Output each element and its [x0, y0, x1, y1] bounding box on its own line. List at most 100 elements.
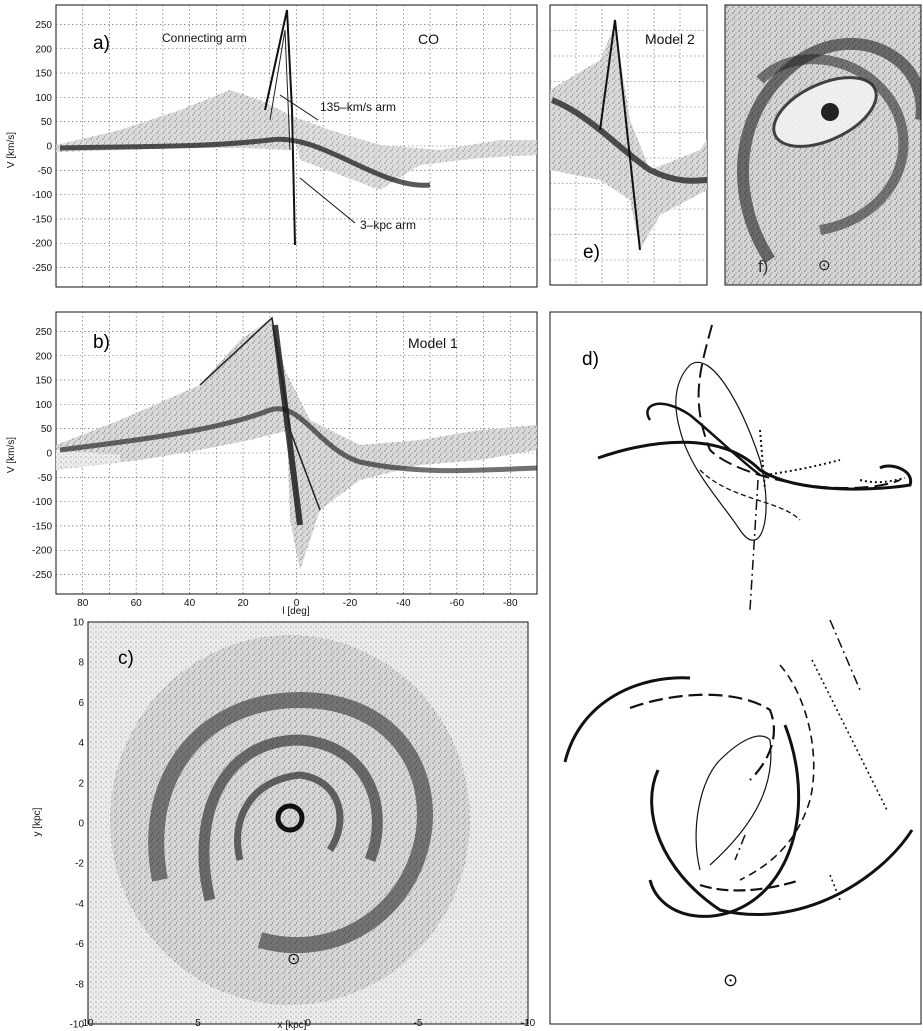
panel-c-arm-inner — [234, 771, 344, 861]
panel-e-letter: e) — [583, 242, 600, 263]
panel-b-x-tick-label: 0 — [294, 598, 300, 609]
panel-c-xticks: 10 5 0 -5 -10 — [82, 1018, 535, 1029]
panel-c-letter: c) — [118, 648, 134, 669]
panel-b-xlabel: l [deg] — [282, 606, 309, 617]
panel-d-lower-dashdot — [734, 619, 861, 861]
panel-a-y-tick-label: 50 — [41, 117, 53, 128]
panel-e-data — [550, 19, 707, 251]
panel-c-arm-outer — [148, 691, 433, 954]
panel-c-arm-middle — [198, 734, 383, 902]
panel-c-y-tick-label: -4 — [75, 899, 84, 910]
panel-b-x-tick-label: 60 — [131, 598, 143, 609]
panel-b-y-tick-label: 150 — [35, 376, 52, 387]
panel-c-y-tick-label: 4 — [78, 738, 84, 749]
panel-a-annotation-3kpc: 3–kpc arm — [360, 218, 416, 232]
panel-d-upper-thick-2 — [646, 402, 761, 476]
panel-d-lower-long-dash — [629, 693, 775, 781]
panel-a-y-tick-label: 100 — [35, 93, 52, 104]
panel-d-lower-thick — [563, 676, 801, 918]
panel-a-yticks: 250 200 150 100 50 0 -50 -100 -150 -200 -250 — [32, 20, 52, 274]
panel-b-x-tick-label: -40 — [396, 598, 411, 609]
panel-b-y-tick-label: 50 — [41, 424, 53, 435]
panel-d-lower-bottom-dash — [699, 878, 801, 892]
panel-b-yticks: 250 200 150 100 50 0 -50 -100 -150 -200 -250 — [32, 327, 52, 581]
panel-e-title: Model 2 — [645, 31, 695, 47]
panel-a-letter: a) — [93, 33, 110, 54]
panel-b-x-tick-label: -60 — [450, 598, 465, 609]
panel-b-y-tick-label: -150 — [32, 521, 52, 532]
panel-b-x-tick-label: -20 — [343, 598, 358, 609]
panel-a-band — [59, 136, 431, 188]
panel-c-x-tick-label: 10 — [82, 1018, 94, 1029]
panel-c-y-tick-label: -2 — [75, 859, 84, 870]
panel-c-y-tick-label: -8 — [75, 979, 84, 990]
panel-b-ylabel: V [km/s] — [6, 437, 17, 473]
panel-f-arm-inner — [756, 54, 909, 235]
panel-c-y-tick-label: -10 — [70, 1020, 85, 1031]
panel-a-title-left: Connecting arm — [162, 31, 247, 45]
panel-c-y-tick-label: 2 — [78, 778, 84, 789]
panel-f-letter: f) — [758, 257, 768, 276]
panel-b-x-tick-label: 40 — [184, 598, 196, 609]
panel-b-xticks: 80 60 40 20 0 -20 -40 -60 -80 — [77, 598, 518, 609]
panel-d-sun-symbol: ⊙ — [723, 970, 738, 990]
panel-b-title: Model 1 — [408, 335, 458, 351]
panel-c: 10 8 6 4 2 0 -2 -4 -6 -8 -10 10 5 0 -5 -10 c) ⊙ y [kpc… — [32, 618, 536, 1031]
panel-a-3kpc-arm — [299, 177, 356, 224]
panel-b-y-tick-label: 100 — [35, 400, 52, 411]
panel-e: Model 2 e) — [549, 4, 708, 286]
panel-b-letter: b) — [93, 332, 110, 353]
panel-b-y-tick-label: -100 — [32, 497, 52, 508]
panel-c-nucleus — [275, 803, 305, 833]
panel-c-x-tick-label: 5 — [195, 1018, 201, 1029]
panel-c-xlabel: x [kpc] — [278, 1020, 307, 1031]
panel-b-y-tick-label: 250 — [35, 327, 52, 338]
panel-b-ridge — [199, 316, 321, 511]
panel-f-data — [736, 37, 921, 264]
panel-d-frame — [549, 311, 922, 1025]
panel-e-ridge — [599, 19, 641, 251]
panel-f-sun-symbol: ⊙ — [818, 257, 831, 274]
panel-d-lower-dotted — [811, 659, 889, 901]
panel-a-annotation-135: 135–km/s arm — [320, 100, 396, 114]
panel-c-data — [110, 635, 470, 1005]
panel-b-y-tick-label: 0 — [46, 449, 52, 460]
panel-b-y-tick-label: -250 — [32, 570, 52, 581]
panel-b-x-tick-label: 20 — [237, 598, 249, 609]
panel-c-y-tick-label: 10 — [73, 618, 85, 629]
panel-b-band — [59, 406, 537, 474]
panel-b-y-tick-label: 200 — [35, 351, 52, 362]
panel-a-y-tick-label: 200 — [35, 44, 52, 55]
panel-c-x-tick-label: -5 — [414, 1018, 423, 1029]
panel-e-band — [550, 97, 707, 184]
panel-d-upper-dashdot — [749, 479, 759, 611]
panel-d-upper-long-dash — [697, 324, 901, 490]
panel-d-lower-dash — [739, 664, 815, 881]
panel-a-connecting-arm — [264, 9, 296, 246]
panel-f-nucleus — [821, 103, 839, 121]
panel-d-upper-dotted — [759, 429, 906, 491]
panel-a-y-tick-label: -250 — [32, 263, 52, 274]
panel-b-y-tick-label: -50 — [38, 473, 53, 484]
panel-a-y-tick-label: -100 — [32, 190, 52, 201]
panel-a-y-tick-label: -200 — [32, 239, 52, 250]
panel-a-cloud-right — [290, 115, 537, 190]
panel-b-y-tick-label: -200 — [32, 546, 52, 557]
panel-f: f) ⊙ — [724, 4, 922, 286]
panel-a-data — [56, 9, 537, 246]
panel-b-x-tick-label: 80 — [77, 598, 89, 609]
panel-a-135-arm — [279, 94, 319, 121]
panel-b-x-tick-label: -80 — [503, 598, 518, 609]
panel-c-x-tick-label: -10 — [521, 1018, 536, 1029]
panel-a-y-tick-label: 250 — [35, 20, 52, 31]
panel-c-y-tick-label: 8 — [78, 658, 84, 669]
panel-d-lower-thick-2 — [650, 769, 914, 916]
panel-c-y-tick-label: -6 — [75, 939, 84, 950]
panel-a-connecting-arm-2 — [269, 29, 291, 151]
panel-c-yticks: 10 8 6 4 2 0 -2 -4 -6 -8 -10 — [70, 618, 85, 1031]
panel-a-cloud-left — [56, 90, 290, 152]
panel-a-title-right: CO — [418, 31, 439, 47]
panel-a-y-tick-label: 0 — [46, 142, 52, 153]
